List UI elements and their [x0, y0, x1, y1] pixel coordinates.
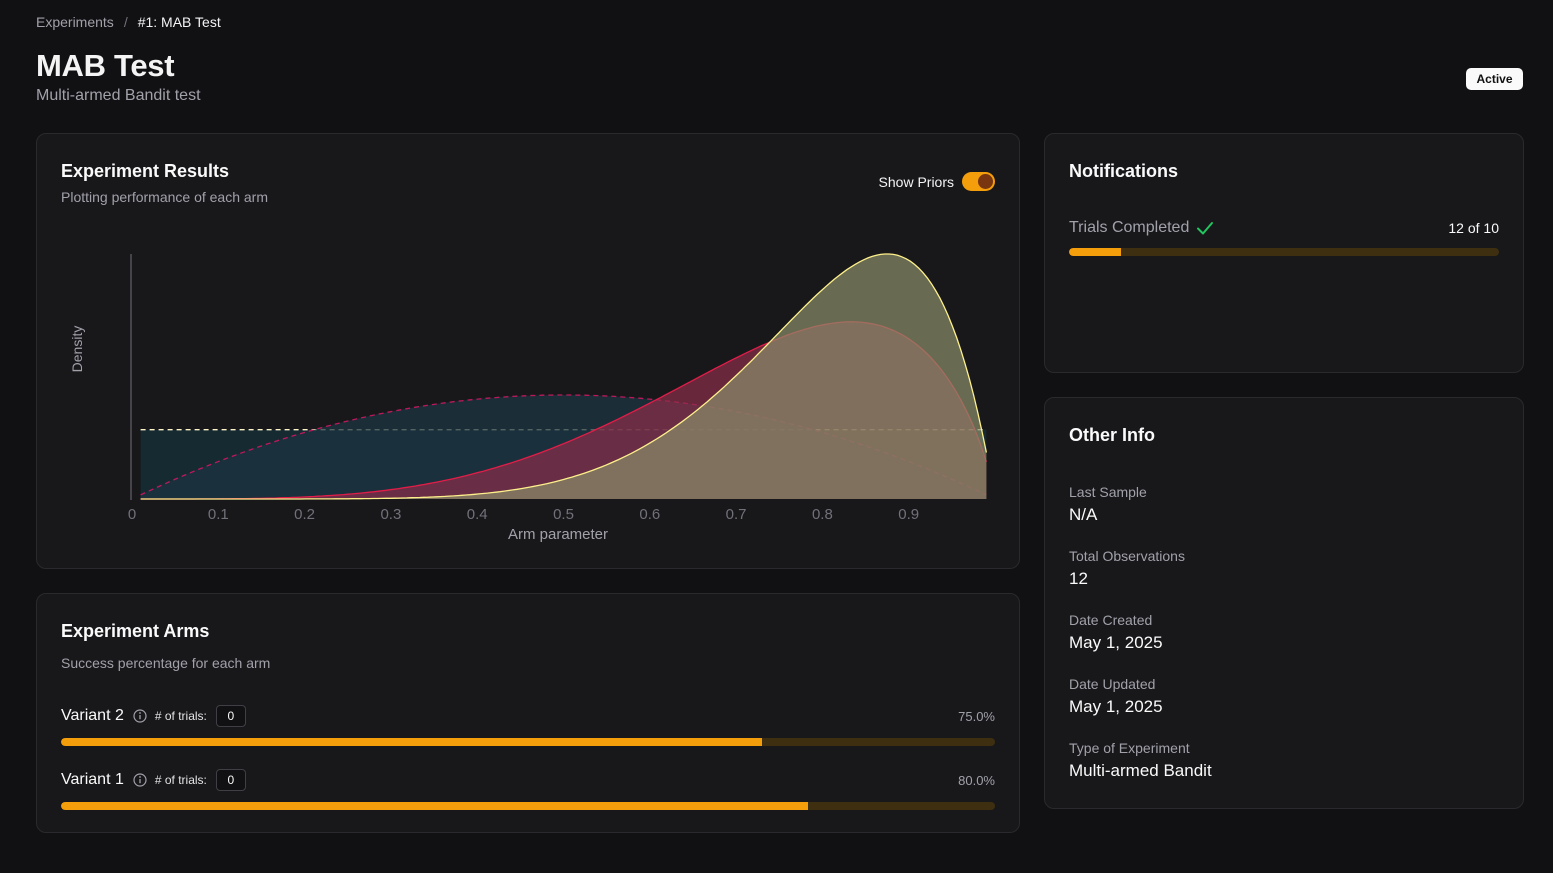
x-tick-label: 0 — [128, 506, 136, 523]
info-value: Multi-armed Bandit — [1069, 761, 1212, 780]
results-description: Plotting performance of each arm — [61, 189, 268, 205]
info-icon[interactable] — [133, 773, 147, 787]
breadcrumb-experiments-link[interactable]: Experiments — [36, 14, 114, 30]
density-line-4 — [140, 253, 988, 500]
x-tick-label: 0.4 — [467, 506, 488, 523]
x-tick-label: 0.5 — [553, 506, 574, 523]
arm-progress-track — [61, 802, 995, 810]
breadcrumb-separator: / — [123, 14, 128, 30]
trials-input[interactable]: 0 — [215, 769, 246, 791]
trials-completed-row: Trials Completed 12 of 10 — [1069, 218, 1499, 238]
info-label: Total Observations — [1069, 548, 1185, 564]
arm-percent: 75.0% — [958, 708, 995, 724]
page-subtitle: Multi-armed Bandit test — [36, 87, 201, 104]
other-info-card: Other Info Last Sample N/A Total Observa… — [1044, 397, 1524, 809]
density-area-4 — [140, 254, 987, 499]
info-label: Date Updated — [1069, 676, 1156, 692]
info-icon[interactable] — [133, 709, 147, 723]
density-chart: 0 0.1 0.2 0.3 0.4 0.5 0.6 0.7 0.8 0.9 Arm paramete… — [69, 253, 988, 543]
show-priors-label: Show Priors — [878, 173, 954, 190]
breadcrumb: Experiments / #1: MAB Test — [36, 14, 221, 30]
x-tick-label: 0.9 — [898, 506, 919, 523]
x-tick-label: 0.2 — [294, 506, 315, 523]
x-tick-label: 0.3 — [380, 506, 401, 523]
experiment-arms-card: Experiment Arms Success percentage for e… — [36, 593, 1020, 833]
info-value: May 1, 2025 — [1069, 633, 1163, 652]
trials-label: # of trials: — [154, 773, 207, 787]
arm-row: Variant 2 # of trials: 0 75.0% — [61, 704, 995, 746]
info-total-observations: Total Observations 12 — [1069, 548, 1185, 589]
show-priors-control: Show Priors — [879, 172, 995, 191]
trials-progress-fill — [1069, 248, 1121, 256]
trials-progress-track — [1069, 248, 1499, 256]
check-icon — [1197, 222, 1214, 235]
x-tick-label: 0.6 — [639, 506, 660, 523]
show-priors-toggle[interactable] — [962, 172, 995, 191]
arm-name: Variant 2 — [61, 707, 124, 724]
results-title: Experiment Results — [61, 161, 230, 181]
info-value: N/A — [1069, 505, 1098, 524]
page-title: MAB Test — [36, 48, 175, 83]
arm-progress-fill — [61, 738, 762, 746]
trials-label: # of trials: — [154, 709, 207, 723]
x-tick-label: 0.8 — [812, 506, 833, 523]
notifications-card: Notifications Trials Completed 12 of 10 — [1044, 133, 1524, 373]
arm-progress-track — [61, 738, 995, 746]
x-tick-label: 0.1 — [208, 506, 229, 523]
other-info-title: Other Info — [1069, 425, 1155, 445]
info-date-created: Date Created May 1, 2025 — [1069, 612, 1163, 653]
info-value: 12 — [1069, 569, 1088, 588]
x-tick-label: 0.7 — [726, 506, 747, 523]
arms-description: Success percentage for each arm — [61, 655, 271, 671]
info-label: Last Sample — [1069, 484, 1147, 500]
info-label: Date Created — [1069, 612, 1153, 628]
arm-name: Variant 1 — [61, 771, 124, 788]
x-axis-label: Arm parameter — [508, 526, 608, 543]
arm-percent: 80.0% — [958, 772, 995, 788]
arms-title: Experiment Arms — [61, 621, 210, 641]
trials-completed-count: 12 of 10 — [1448, 220, 1499, 236]
y-axis-label: Density — [69, 326, 85, 373]
toggle-knob — [978, 174, 993, 189]
arm-progress-fill — [61, 802, 809, 810]
breadcrumb-current: #1: MAB Test — [137, 14, 221, 30]
trials-input[interactable]: 0 — [215, 705, 246, 727]
info-label: Type of Experiment — [1069, 740, 1190, 756]
info-date-updated: Date Updated May 1, 2025 — [1069, 676, 1163, 717]
notifications-title: Notifications — [1069, 161, 1179, 181]
arm-row: Variant 1 # of trials: 0 80.0% — [61, 768, 995, 810]
info-experiment-type: Type of Experiment Multi-armed Bandit — [1069, 740, 1212, 781]
info-value: May 1, 2025 — [1069, 697, 1163, 716]
trials-completed-label: Trials Completed — [1069, 219, 1190, 236]
info-last-sample: Last Sample N/A — [1069, 484, 1147, 525]
experiment-results-card: Experiment Results Plotting performance … — [36, 133, 1020, 569]
status-badge: Active — [1466, 68, 1523, 90]
